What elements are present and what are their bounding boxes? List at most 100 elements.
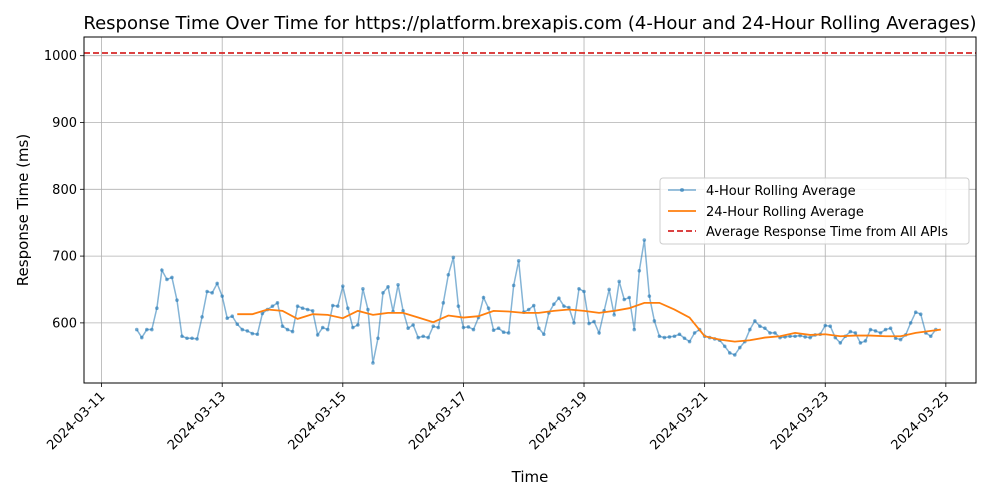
four-hour-point — [290, 329, 295, 334]
four-hour-point — [235, 322, 240, 327]
four-hour-point — [677, 332, 682, 337]
x-tick-label: 2024-03-17 — [406, 389, 470, 453]
four-hour-point — [838, 341, 843, 345]
four-hour-point — [426, 335, 431, 340]
plot-frame — [83, 36, 977, 384]
x-tick-label: 2024-03-11 — [44, 389, 108, 453]
four-hour-point — [647, 294, 652, 298]
four-hour-point — [240, 327, 245, 332]
four-hour-point — [667, 335, 672, 339]
legend-box — [659, 177, 970, 245]
four-hour-point — [773, 331, 777, 335]
four-hour-point — [808, 335, 812, 340]
four-hour-point — [542, 332, 546, 337]
four-hour-point — [160, 268, 164, 272]
four-hour-point — [622, 297, 627, 302]
four-hour-point — [436, 325, 441, 330]
four-hour-point — [225, 316, 230, 321]
four-hour-point — [763, 326, 767, 331]
four-hour-point — [652, 319, 657, 323]
four-hour-point — [888, 326, 893, 331]
four-hour-point — [516, 258, 521, 263]
four-hour-point — [491, 328, 496, 333]
four-hour-point — [376, 336, 380, 341]
x-tick-label: 2024-03-15 — [286, 389, 350, 453]
y-tick-label: 700 — [52, 250, 77, 265]
four-hour-point — [471, 327, 476, 332]
four-hour-point — [793, 334, 797, 339]
four-hour-point — [180, 334, 184, 339]
four-hour-point — [552, 302, 556, 306]
four-hour-point — [150, 327, 154, 332]
four-hour-point — [848, 329, 853, 334]
four-hour-point — [627, 295, 632, 300]
four-hour-point — [200, 315, 204, 319]
four-hour-point — [421, 334, 426, 339]
four-hour-point — [753, 319, 757, 323]
four-hour-point — [295, 304, 300, 308]
four-hour-point — [300, 306, 305, 310]
y-tick-label: 800 — [52, 183, 77, 198]
four-hour-point — [396, 283, 400, 287]
four-hour-point — [898, 337, 903, 342]
twenty-four-hour-line — [237, 301, 941, 343]
four-hour-point — [592, 319, 596, 324]
legend-label-four-hour: 4-Hour Rolling Average — [706, 184, 856, 199]
four-hour-point — [451, 255, 456, 260]
four-hour-point — [853, 331, 858, 335]
four-hour-point — [496, 326, 501, 331]
four-hour-point — [195, 337, 199, 341]
four-hour-point — [441, 301, 446, 305]
four-hour-point — [371, 361, 375, 365]
four-hour-point — [828, 324, 833, 329]
chart-title: Response Time Over Time for https://plat… — [83, 13, 976, 34]
four-hour-point — [863, 339, 868, 343]
four-hour-point — [918, 312, 923, 317]
four-hour-point — [928, 334, 933, 339]
four-hour-point — [401, 309, 405, 313]
four-hour-point — [597, 331, 601, 335]
four-hour-point — [335, 304, 340, 308]
four-hour-point — [692, 331, 697, 335]
four-hour-point — [381, 291, 385, 295]
four-hour-point — [732, 353, 737, 357]
four-hour-point — [562, 304, 566, 308]
four-hour-point — [175, 298, 179, 302]
four-hour-point — [285, 327, 290, 332]
four-hour-point — [672, 334, 677, 339]
four-hour-point — [260, 311, 265, 316]
four-hour-point — [682, 336, 687, 341]
four-hour-point — [617, 279, 621, 284]
four-hour-point — [823, 323, 828, 328]
four-hour-point — [833, 335, 838, 340]
four-hour-point — [255, 332, 260, 337]
four-hour-point — [205, 289, 209, 294]
y-tick-label: 1000 — [44, 49, 77, 64]
four-hour-point — [878, 331, 883, 335]
four-hour-point — [727, 351, 732, 355]
four-hour-point — [305, 307, 310, 312]
four-hour-point — [315, 333, 320, 337]
y-axis-title: Response Time (ms) — [14, 134, 32, 286]
four-hour-point — [722, 344, 727, 349]
four-hour-point — [145, 327, 149, 332]
four-hour-point — [567, 305, 571, 310]
four-hour-point — [416, 335, 420, 340]
four-hour-point — [320, 325, 325, 330]
four-hour-point — [230, 314, 235, 319]
four-hour-point — [361, 287, 365, 291]
four-hour-point — [738, 345, 742, 350]
four-hour-point — [637, 268, 642, 273]
four-hour-point — [486, 306, 491, 310]
x-tick-label: 2024-03-23 — [768, 389, 832, 453]
four-hour-point — [220, 294, 224, 298]
four-hour-point — [913, 310, 918, 314]
four-hour-point — [908, 321, 913, 325]
four-hour-point — [788, 334, 792, 339]
four-hour-point — [883, 327, 888, 332]
legend: 4-Hour Rolling Average 24-Hour Rolling A… — [659, 177, 970, 245]
four-hour-point — [798, 333, 802, 338]
four-hour-point — [446, 272, 451, 277]
legend-label-reference: Average Response Time from All APIs — [706, 225, 948, 240]
x-tick-label: 2024-03-21 — [647, 389, 711, 453]
